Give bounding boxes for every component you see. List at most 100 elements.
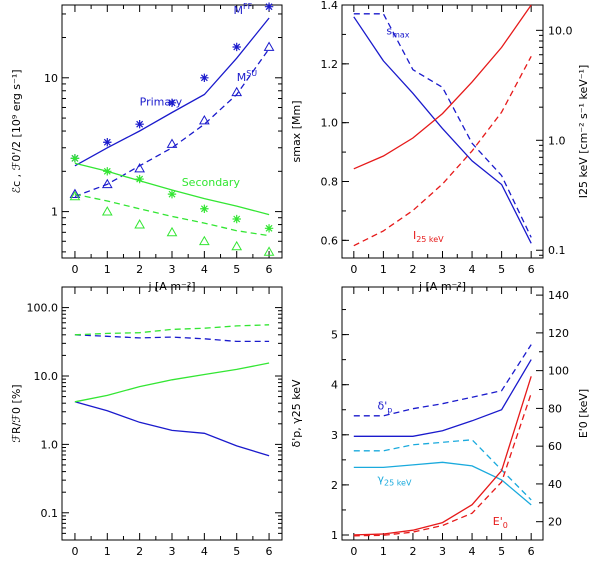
x-tick-label: 1 bbox=[104, 545, 111, 558]
star-marker bbox=[70, 154, 80, 163]
triangle-marker bbox=[231, 240, 243, 251]
x-tick-label: 6 bbox=[266, 545, 273, 558]
y2-tick-label: 140 bbox=[548, 289, 569, 302]
y-tick-label: 0.6 bbox=[321, 234, 339, 247]
dashed-series-line bbox=[74, 193, 270, 237]
star-marker bbox=[167, 98, 177, 108]
solid-series-line bbox=[74, 401, 270, 457]
triangle-marker bbox=[231, 86, 243, 97]
series-annotation: MSU bbox=[237, 69, 258, 84]
y-tick-label: 1 bbox=[331, 529, 338, 542]
y-axis-label: δ'p, γ25 keV bbox=[290, 379, 303, 447]
star-marker bbox=[103, 167, 112, 176]
star-marker bbox=[135, 174, 144, 184]
x-tick-label: 0 bbox=[71, 545, 78, 558]
y2-tick-label: 40 bbox=[548, 478, 562, 491]
y-tick-label: 0.1 bbox=[41, 507, 59, 520]
y-tick-label: 3 bbox=[331, 429, 338, 442]
star-marker bbox=[167, 189, 177, 199]
dashed-series-line bbox=[353, 13, 532, 238]
x-tick-label: 3 bbox=[169, 263, 176, 276]
x-tick-label: 2 bbox=[409, 545, 416, 558]
solid-series-line bbox=[353, 461, 532, 506]
x-tick-label: 5 bbox=[233, 263, 240, 276]
y2-tick-label: 0.1 bbox=[548, 244, 566, 257]
y2-axis-label: I25 keV [cm⁻² s⁻¹ keV⁻¹] bbox=[577, 65, 590, 199]
x-tick-label: 4 bbox=[201, 263, 208, 276]
y-tick-label: 100.0 bbox=[27, 302, 59, 315]
series-annotation: Primary bbox=[140, 96, 183, 109]
dashed-series-line bbox=[74, 48, 270, 198]
x-tick-label: 2 bbox=[136, 263, 143, 276]
y2-axis-label: E'0 [keV] bbox=[577, 389, 590, 438]
dashed-series-line bbox=[353, 344, 532, 417]
y2-tick-label: 20 bbox=[548, 516, 562, 529]
series-annotation: smax bbox=[386, 24, 409, 39]
y-tick-label: 1.4 bbox=[321, 0, 339, 12]
star-marker bbox=[135, 119, 144, 129]
x-tick-label: 0 bbox=[350, 545, 357, 558]
star-marker bbox=[200, 73, 209, 82]
y-tick-label: 0.8 bbox=[321, 176, 339, 189]
y-tick-label: 2 bbox=[331, 479, 338, 492]
dashed-series-line bbox=[353, 393, 532, 537]
y-tick-label: 1.0 bbox=[41, 438, 59, 451]
x-tick-label: 3 bbox=[169, 545, 176, 558]
triangle-marker bbox=[166, 226, 178, 237]
triangle-marker bbox=[198, 114, 210, 125]
solid-series-line bbox=[353, 376, 532, 536]
star-marker bbox=[264, 224, 274, 233]
x-tick-label: 1 bbox=[104, 263, 111, 276]
y-tick-label: 4 bbox=[331, 379, 338, 392]
x-tick-label: 6 bbox=[528, 263, 535, 276]
x-tick-label: 5 bbox=[498, 263, 505, 276]
dashed-series-line bbox=[74, 334, 270, 343]
dashed-series-line bbox=[74, 324, 270, 336]
x-tick-label: 6 bbox=[266, 263, 273, 276]
x-tick-label: 0 bbox=[71, 263, 78, 276]
y2-tick-label: 10.0 bbox=[548, 24, 573, 37]
y-tick-label: 10.0 bbox=[34, 370, 59, 383]
series-annotation: Secondary bbox=[182, 176, 241, 189]
solid-series-line bbox=[74, 362, 270, 403]
solid-series-line bbox=[353, 359, 532, 437]
y2-tick-label: 60 bbox=[548, 440, 562, 453]
solid-series-line bbox=[353, 4, 532, 170]
star-marker bbox=[232, 214, 241, 224]
plot-frame bbox=[341, 4, 544, 259]
x-tick-label: 0 bbox=[350, 263, 357, 276]
solid-series-line bbox=[74, 17, 270, 167]
y-axis-label: smax [Mm] bbox=[290, 101, 303, 163]
triangle-marker bbox=[69, 190, 81, 201]
y-tick-label: 5 bbox=[331, 329, 338, 342]
dashed-series-line bbox=[353, 439, 532, 501]
dashed-series-line bbox=[353, 55, 532, 247]
triangle-marker bbox=[263, 41, 275, 51]
series-annotation: I25 keV bbox=[413, 229, 444, 244]
star-marker bbox=[264, 2, 274, 11]
solid-series-line bbox=[353, 16, 532, 244]
triangle-marker bbox=[263, 246, 275, 256]
star-marker bbox=[103, 138, 112, 147]
x-tick-label: 6 bbox=[528, 545, 535, 558]
x-tick-label: 1 bbox=[380, 263, 387, 276]
x-tick-label: 4 bbox=[201, 545, 208, 558]
y2-tick-label: 100 bbox=[548, 365, 569, 378]
series-annotation: MFF bbox=[233, 2, 252, 17]
plot-frame bbox=[341, 286, 544, 541]
x-tick-label: 3 bbox=[439, 545, 446, 558]
series-annotation: γ25 keV bbox=[377, 472, 412, 487]
y2-tick-label: 80 bbox=[548, 402, 562, 415]
series-annotation: E'0 bbox=[493, 515, 508, 530]
star-marker bbox=[200, 204, 209, 213]
x-tick-label: 4 bbox=[469, 263, 476, 276]
y-tick-label: 1.2 bbox=[321, 58, 339, 71]
x-tick-label: 2 bbox=[409, 263, 416, 276]
x-tick-label: 5 bbox=[233, 545, 240, 558]
y-tick-label: 1.0 bbox=[321, 117, 339, 130]
y-tick-label: 10 bbox=[44, 72, 58, 85]
